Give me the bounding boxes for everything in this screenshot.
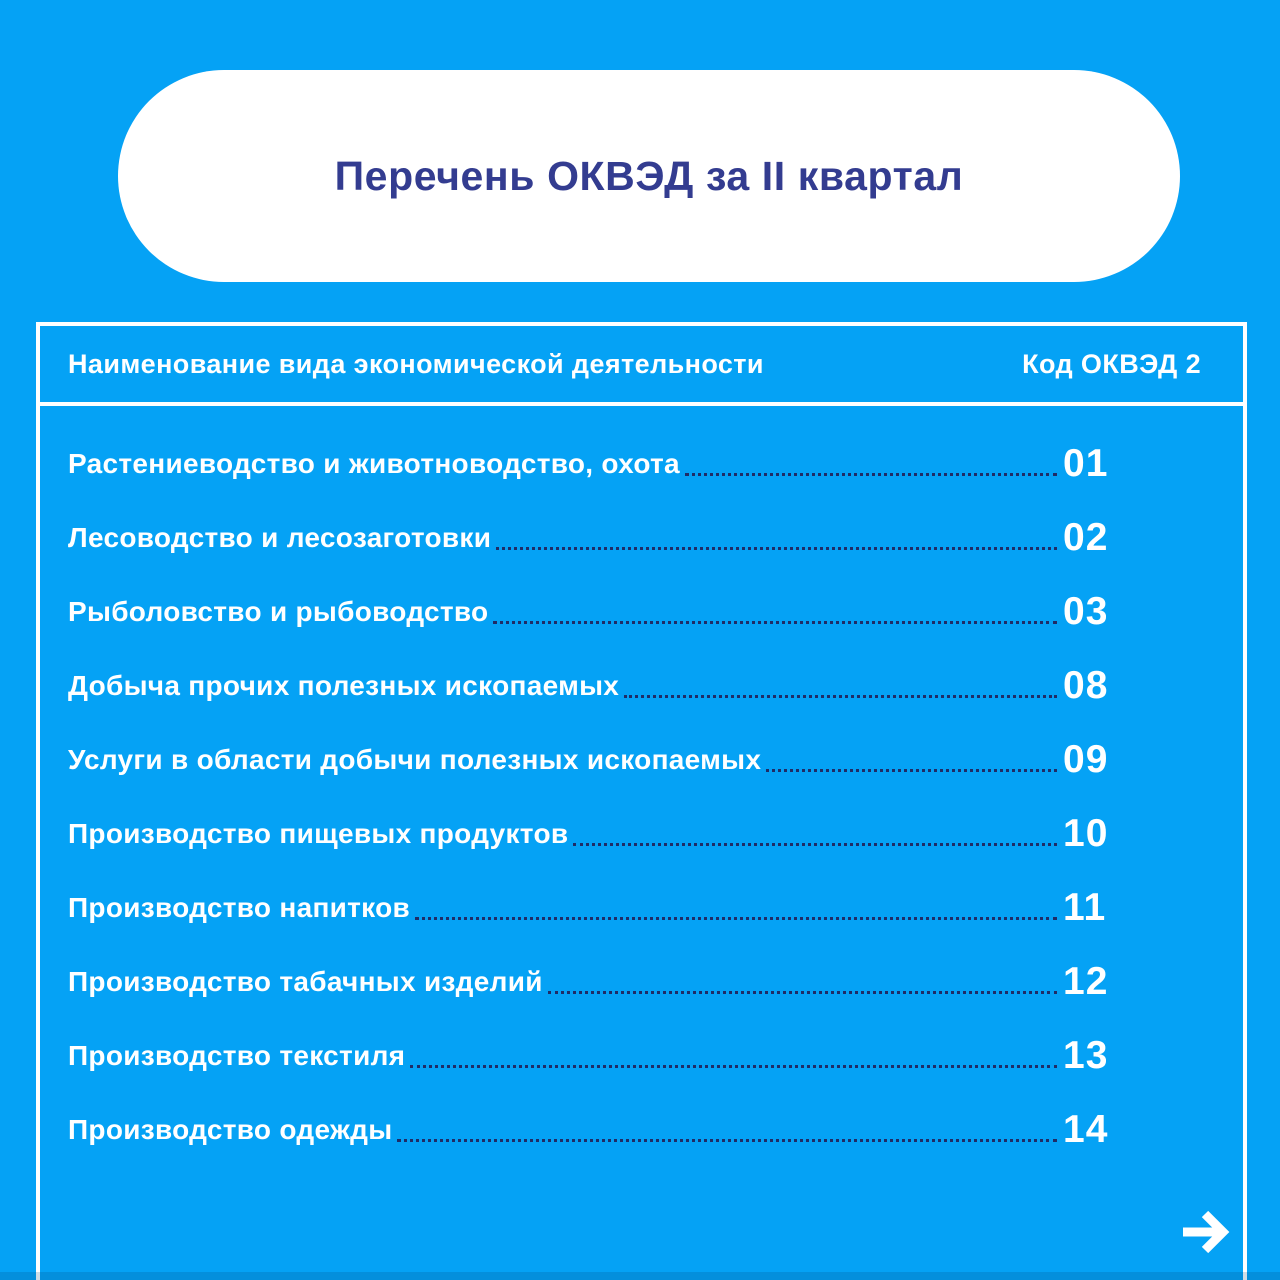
okved-code-value: 02 [1063,516,1109,559]
okved-code-value: 09 [1063,738,1109,781]
table-row: Производство пищевых продуктов 10 [68,812,1127,854]
dotted-leader [410,1065,1057,1068]
okved-code-value: 08 [1063,664,1109,707]
bottom-edge-shade [0,1272,1280,1280]
activity-name-label: Добыча прочих полезных ископаемых [68,670,620,701]
table-row: Производство напитков 11 [68,886,1127,928]
okved-code-value: 11 [1063,886,1107,929]
arrow-right-icon [1183,1210,1230,1254]
okved-code-value: 01 [1063,442,1109,485]
dotted-leader [397,1139,1057,1142]
column-header-activity-name: Наименование вида экономической деятельн… [68,348,764,379]
table-row: Добыча прочих полезных ископаемых 08 [68,664,1127,706]
dotted-leader [547,991,1057,994]
activity-name-label: Производство напитков [68,892,411,923]
activity-name-label: Производство табачных изделий [68,966,543,997]
table-row: Рыболовство и рыбоводство 03 [68,590,1127,632]
dotted-leader [493,621,1057,624]
table-row: Производство табачных изделий 12 [68,960,1127,1002]
column-header-code: Код ОКВЭД 2 [1022,348,1201,379]
okved-code-value: 12 [1063,960,1109,1003]
activity-name-label: Производство текстиля [68,1040,406,1071]
okved-code-value: 14 [1063,1108,1109,1151]
table-row: Производство текстиля 13 [68,1034,1127,1076]
activity-name-label: Производство одежды [68,1114,393,1145]
dotted-leader [624,695,1057,698]
activity-name-label: Производство пищевых продуктов [68,818,569,849]
activity-name-label: Лесоводство и лесозаготовки [68,522,492,553]
table-row: Услуги в области добычи полезных ископае… [68,738,1127,780]
activity-name-label: Услуги в области добычи полезных ископае… [68,744,762,775]
dotted-leader [415,917,1057,920]
dotted-leader [496,547,1057,550]
activity-name-label: Растениеводство и животноводство, охота [68,448,680,479]
dotted-leader [573,843,1057,846]
okved-code-value: 10 [1063,812,1109,855]
table-row: Производство одежды 14 [68,1108,1127,1150]
next-page-button[interactable] [1178,1203,1236,1261]
table-body: Растениеводство и животноводство, охота … [40,406,1243,1150]
okved-code-value: 13 [1063,1034,1109,1077]
table-row: Растениеводство и животноводство, охота … [68,442,1127,484]
okved-code-value: 03 [1063,590,1109,633]
okved-table: Наименование вида экономической деятельн… [36,322,1247,1280]
page-title: Перечень ОКВЭД за II квартал [334,152,964,199]
dotted-leader [684,473,1057,476]
activity-name-label: Рыболовство и рыбоводство [68,596,489,627]
table-header: Наименование вида экономической деятельн… [40,326,1243,406]
dotted-leader [766,769,1057,772]
title-banner: Перечень ОКВЭД за II квартал [118,70,1180,282]
table-row: Лесоводство и лесозаготовки 02 [68,516,1127,558]
